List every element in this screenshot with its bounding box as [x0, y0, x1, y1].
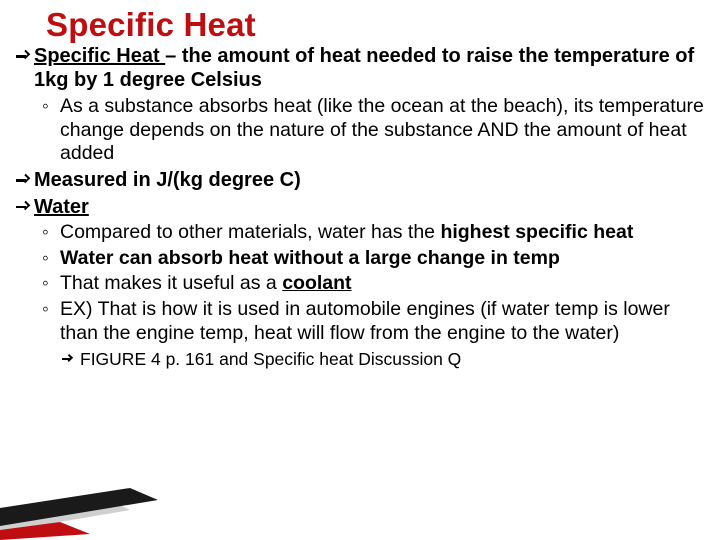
txt-highest: highest specific heat [440, 221, 633, 243]
txt-useful: That makes it useful as a [60, 272, 282, 294]
txt-coolant: coolant [282, 272, 351, 294]
sub-absorb-no-change: Water can absorb heat without a large ch… [12, 247, 708, 271]
sub-coolant: That makes it useful as a coolant [12, 272, 708, 296]
term-specific-heat: Specific Heat [34, 45, 165, 67]
slide: Specific Heat Specific Heat – the amount… [0, 0, 720, 540]
sub-highest-heat: Compared to other materials, water has t… [12, 221, 708, 245]
sub-example: EX) That is how it is used in automobile… [12, 298, 708, 346]
slide-title: Specific Heat [46, 6, 708, 44]
subsub-figure: FIGURE 4 p. 161 and Specific heat Discus… [12, 349, 708, 370]
txt-compared: Compared to other materials, water has t… [60, 221, 440, 243]
term-water: Water [34, 196, 89, 218]
slide-content: Specific Heat – the amount of heat neede… [12, 44, 708, 370]
sub-absorb-heat: As a substance absorbs heat (like the oc… [12, 95, 708, 166]
corner-decoration-icon [0, 460, 180, 540]
bullet-specific-heat-def: Specific Heat – the amount of heat neede… [12, 44, 708, 93]
bullet-measured: Measured in J/(kg degree C) [12, 168, 708, 192]
bullet-water: Water [12, 195, 708, 219]
